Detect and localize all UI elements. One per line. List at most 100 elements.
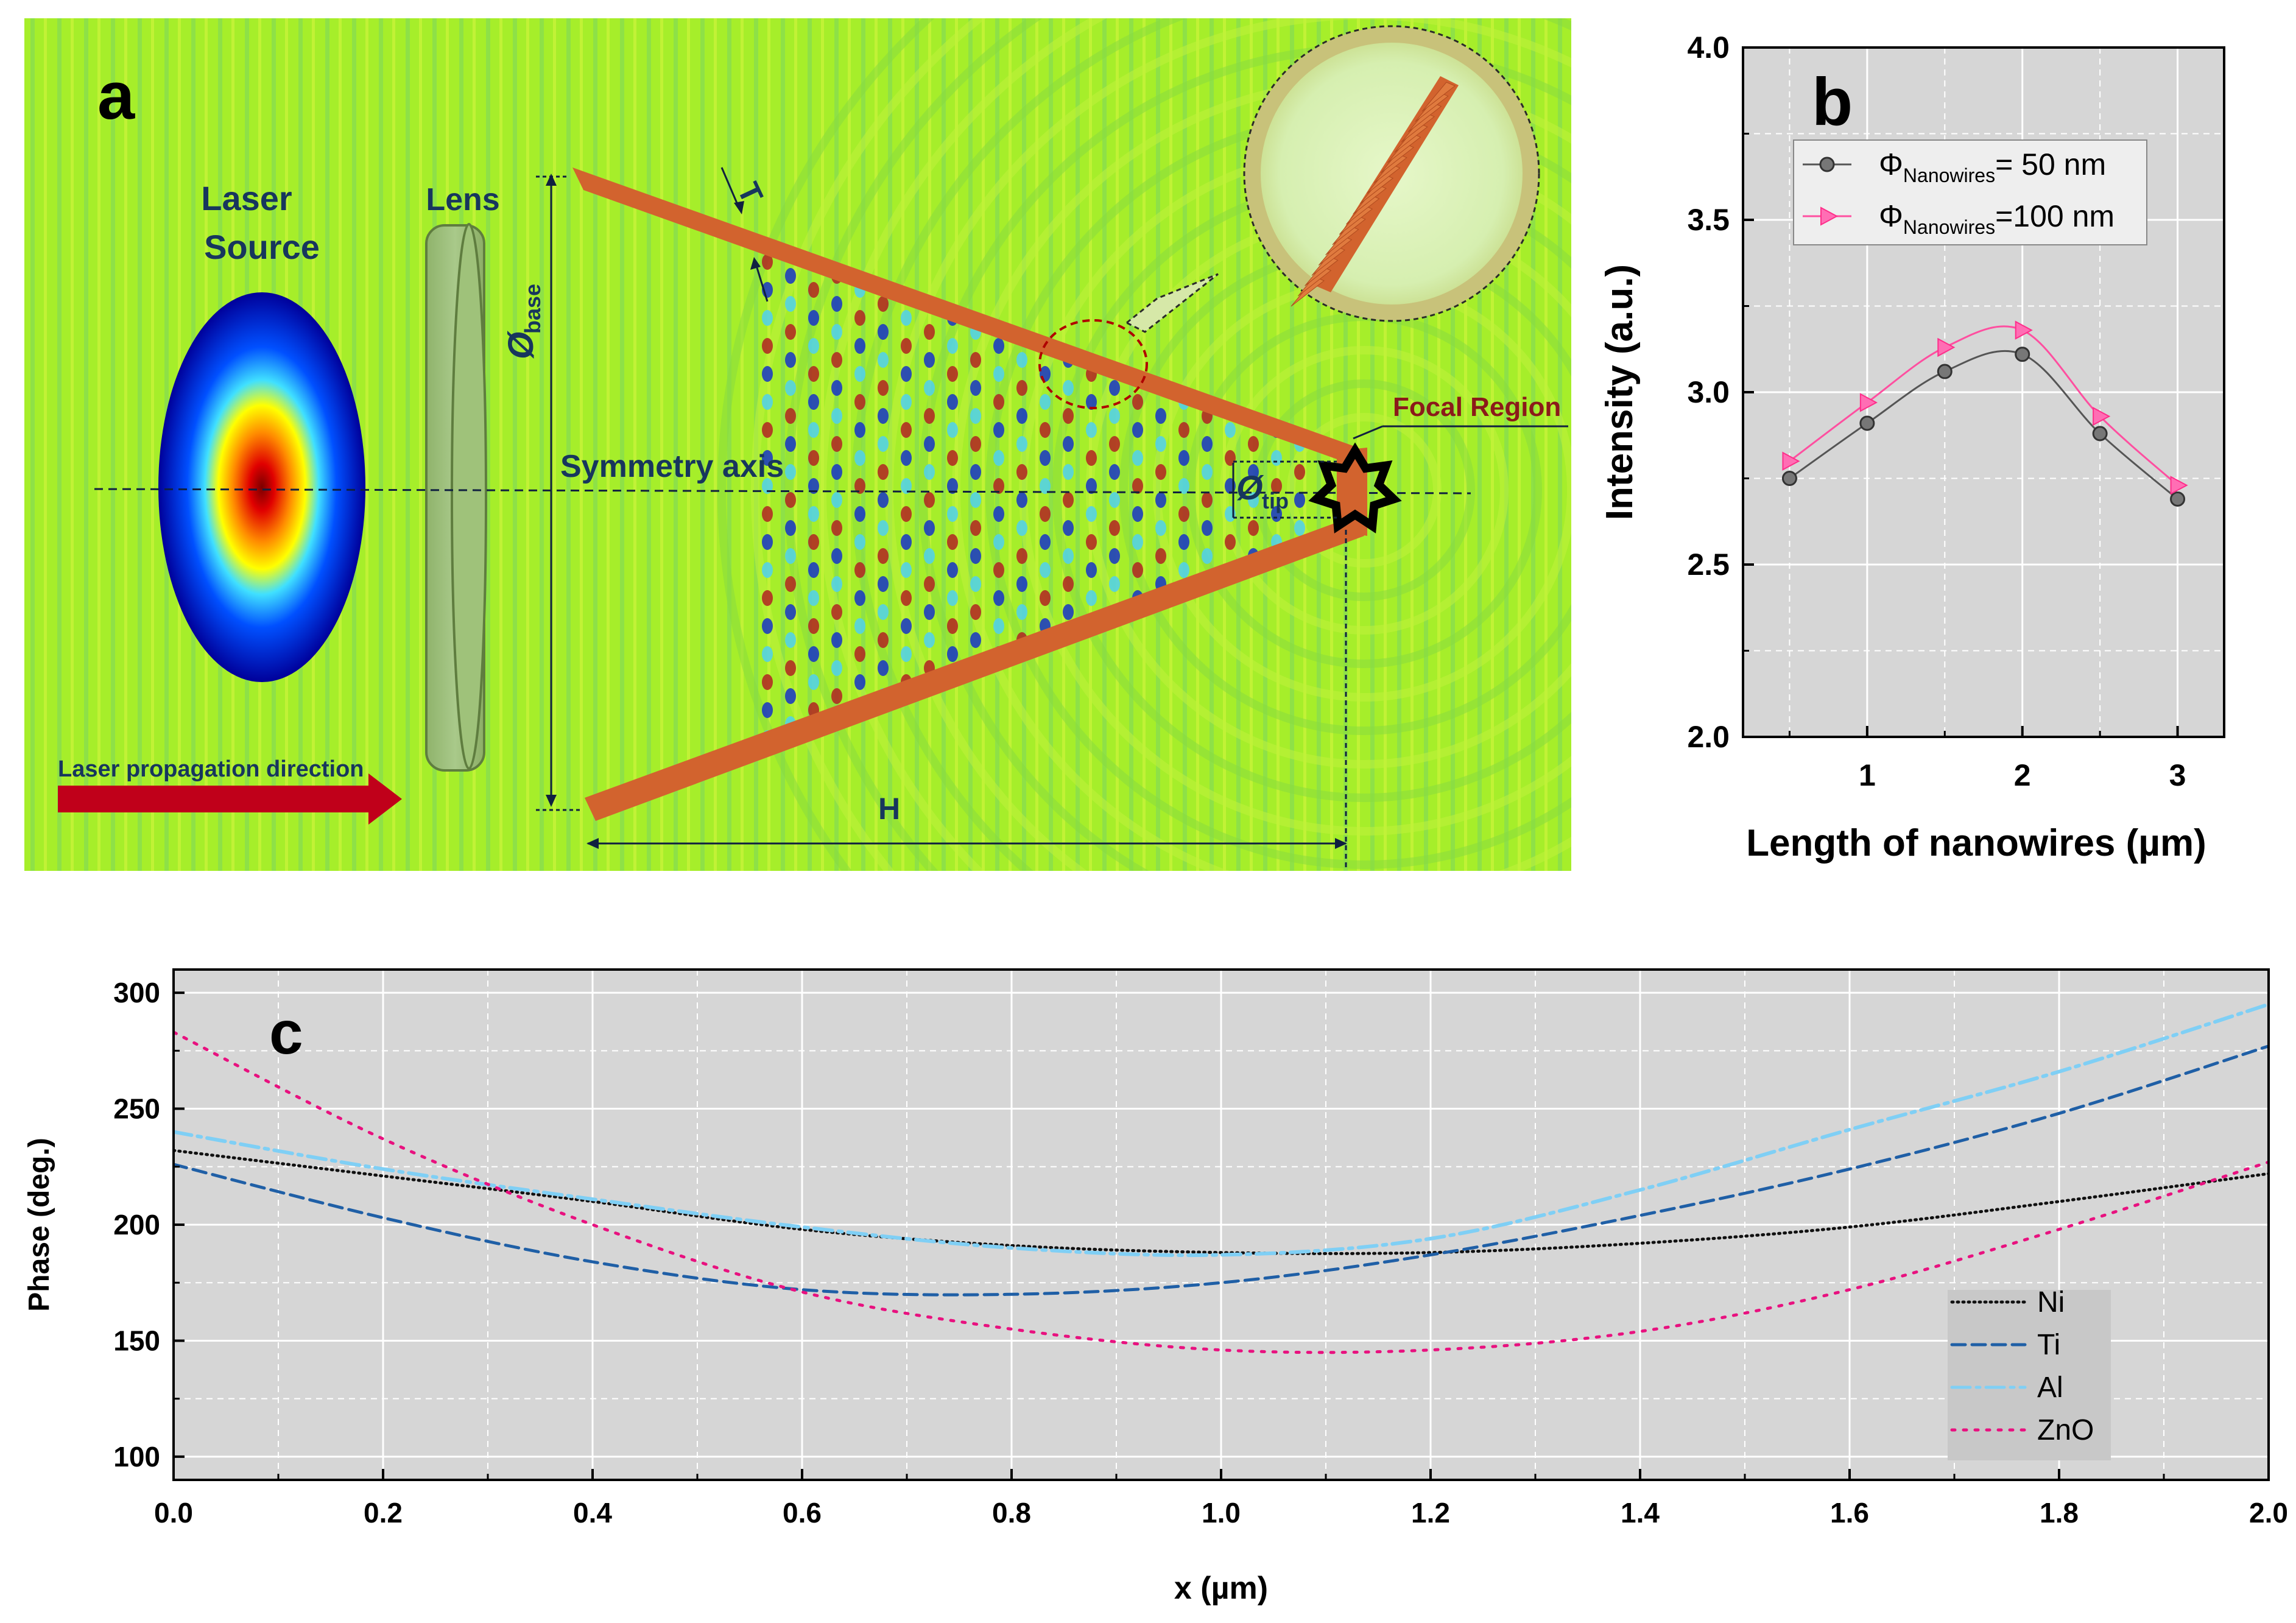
interference-spot	[831, 576, 842, 592]
interference-spot	[808, 422, 819, 438]
interference-spot	[924, 492, 935, 508]
interference-spot	[878, 436, 889, 452]
interference-spot	[1016, 408, 1027, 424]
wave-ring	[885, 18, 1571, 871]
interference-spot	[831, 296, 842, 312]
interference-spot	[993, 618, 1004, 634]
interference-spot	[762, 394, 773, 410]
x-tick-label-c: 1.4	[1621, 1497, 1660, 1529]
interference-spot	[831, 352, 842, 368]
data-point-50nm	[2092, 426, 2108, 442]
interference-spot	[1248, 492, 1259, 508]
interference-spot	[947, 562, 958, 578]
interference-spot	[1016, 604, 1027, 620]
interference-spot	[762, 674, 773, 690]
dimension-lines	[536, 167, 1568, 868]
interference-spot	[854, 506, 865, 522]
interference-spot	[785, 492, 796, 508]
interference-spot	[808, 562, 819, 578]
interference-spot	[854, 618, 865, 634]
interference-spot	[785, 520, 796, 536]
interference-spot	[947, 590, 958, 606]
interference-spot	[993, 366, 1004, 382]
interference-spot	[762, 562, 773, 578]
interference-spot	[878, 352, 889, 368]
interference-spot	[901, 646, 912, 662]
y-tick-label-b: 3.0	[1687, 375, 1730, 409]
legend-symbol-100nm: Φ	[1879, 199, 1903, 233]
interference-spot	[1225, 422, 1236, 438]
interference-spot	[993, 534, 1004, 550]
interference-spot	[878, 324, 889, 340]
interference-spot	[1063, 520, 1074, 536]
interference-spot	[947, 646, 958, 662]
interference-spot	[785, 436, 796, 452]
data-point-100nm	[2015, 320, 2033, 340]
panel-label-c: c	[269, 999, 303, 1067]
interference-spot	[901, 618, 912, 634]
interference-spot	[924, 324, 935, 340]
panel-label-b: b	[1812, 65, 1853, 139]
interference-spot	[808, 310, 819, 326]
y-tick-label-c: 150	[113, 1325, 160, 1356]
wave-ring	[1253, 379, 1475, 601]
interference-spot	[785, 688, 796, 704]
zoom-region-marker	[1038, 319, 1148, 409]
interference-spot	[1016, 492, 1027, 508]
interference-spot	[785, 296, 796, 312]
interference-spot	[808, 366, 819, 382]
interference-spot	[1271, 478, 1282, 494]
interference-spot	[947, 338, 958, 354]
interference-spot	[901, 590, 912, 606]
interference-spot	[1086, 506, 1097, 522]
interference-spot	[1086, 478, 1097, 494]
interference-spot	[785, 408, 796, 424]
nanowire-array	[1291, 76, 1459, 307]
interference-spot	[901, 534, 912, 550]
interference-spot	[970, 408, 981, 424]
x-tick-label-b: 1	[1859, 758, 1876, 792]
interference-spot	[762, 310, 773, 326]
y-tick-label-c: 100	[113, 1441, 160, 1473]
interference-spot	[901, 506, 912, 522]
interference-spot	[993, 394, 1004, 410]
interference-spot	[1225, 450, 1236, 466]
interference-spot	[924, 632, 935, 648]
interference-spot	[1063, 464, 1074, 480]
interference-spot	[1202, 520, 1213, 536]
interference-spot	[924, 548, 935, 564]
interference-spot	[993, 450, 1004, 466]
interference-spot	[1016, 548, 1027, 564]
interference-spot	[808, 450, 819, 466]
interference-spot	[762, 534, 773, 550]
interference-spot	[854, 562, 865, 578]
interference-spot	[878, 604, 889, 620]
interference-spot	[878, 408, 889, 424]
interference-spot	[762, 338, 773, 354]
interference-spot	[970, 464, 981, 480]
interference-spot	[970, 352, 981, 368]
interference-spot	[1178, 506, 1189, 522]
interference-spot	[1109, 380, 1120, 396]
length-h-label: H	[878, 792, 900, 826]
interference-spot	[785, 324, 796, 340]
interference-spot	[1016, 436, 1027, 452]
interference-spot	[878, 576, 889, 592]
interference-spot	[901, 450, 912, 466]
interference-spot	[1040, 506, 1051, 522]
interference-spot	[1132, 534, 1143, 550]
interference-spot	[1225, 534, 1236, 550]
interference-spot	[1109, 408, 1120, 424]
legend-label-100nm: ΦNanowires=100 nm	[1879, 199, 2115, 238]
interference-spot	[993, 478, 1004, 494]
interference-spot	[831, 324, 842, 340]
interference-spot	[1248, 436, 1259, 452]
interference-spot	[785, 604, 796, 620]
interference-spot	[947, 618, 958, 634]
interference-spot	[1063, 380, 1074, 396]
interference-spot	[993, 338, 1004, 354]
series-line-ti	[174, 1044, 2269, 1297]
wave-ring	[717, 18, 935, 871]
interference-spot	[924, 464, 935, 480]
